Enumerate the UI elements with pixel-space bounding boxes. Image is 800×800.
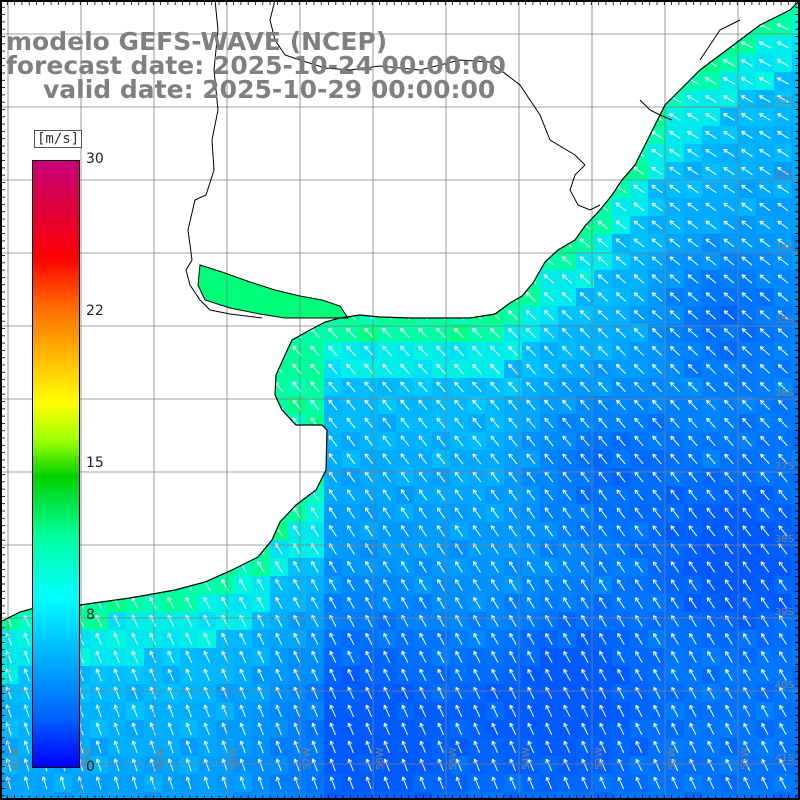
colorbar-unit: [m/s] xyxy=(34,130,83,148)
colorbar-tick-15: 15 xyxy=(86,455,104,471)
field-cell xyxy=(792,162,800,181)
latitude-label: 36S xyxy=(775,388,794,399)
field-cell xyxy=(792,72,800,91)
field-cell xyxy=(792,288,800,307)
field-cell xyxy=(792,126,800,145)
longitude-label: 51W xyxy=(740,747,751,770)
longitude-label: 56W xyxy=(375,747,386,770)
longitude-label: 52W xyxy=(667,747,678,770)
latitude-label: 32S xyxy=(775,96,794,107)
longitude-label: 59W xyxy=(156,747,167,770)
longitude-label: 58W xyxy=(229,747,240,770)
colorbar-tick-30: 30 xyxy=(86,151,104,167)
latitude-label: 40S xyxy=(775,680,794,691)
latitude-label: 39S xyxy=(775,607,794,618)
field-cell xyxy=(792,270,800,289)
colorbar xyxy=(32,160,80,768)
colorbar-tick-0: 0 xyxy=(86,759,95,775)
latitude-label: 34S xyxy=(775,242,794,253)
latitude-label: 38S xyxy=(775,534,794,545)
latitude-label: 37S xyxy=(775,461,794,472)
field-cell xyxy=(792,180,800,199)
colorbar-tick-8: 8 xyxy=(86,607,95,623)
latitude-label: 35S xyxy=(775,315,794,326)
longitude-label: 57W xyxy=(302,747,313,770)
field-cell xyxy=(792,432,800,451)
field-cell xyxy=(792,18,800,37)
longitude-label: 61W xyxy=(10,747,21,770)
field-cell xyxy=(792,342,800,361)
field-cell xyxy=(792,54,800,73)
field-cell xyxy=(792,252,800,271)
field-cell xyxy=(792,396,800,415)
map-title: modelo GEFS-WAVE (NCEP) forecast date: 2… xyxy=(6,29,506,104)
field-cell xyxy=(792,306,800,325)
longitude-label: 55W xyxy=(448,747,459,770)
longitude-label: 54W xyxy=(521,747,532,770)
field-cell xyxy=(792,234,800,253)
title-valid-date: valid date: 2025-10-29 00:00:00 xyxy=(43,75,496,104)
field-cell xyxy=(792,36,800,55)
field-cell xyxy=(792,360,800,379)
longitude-label: 53W xyxy=(594,747,605,770)
field-cell xyxy=(792,216,800,235)
field-cell xyxy=(792,108,800,127)
field-cell xyxy=(792,324,800,343)
field-cell xyxy=(792,198,800,217)
colorbar-tick-22: 22 xyxy=(86,303,104,319)
field-cell xyxy=(792,90,800,109)
latitude-label: 33S xyxy=(775,169,794,180)
field-cell xyxy=(792,0,800,19)
latitude-label: 41S xyxy=(775,753,794,764)
